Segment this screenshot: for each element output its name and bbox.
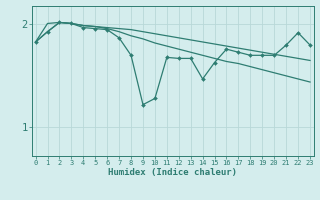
X-axis label: Humidex (Indice chaleur): Humidex (Indice chaleur) [108, 168, 237, 177]
